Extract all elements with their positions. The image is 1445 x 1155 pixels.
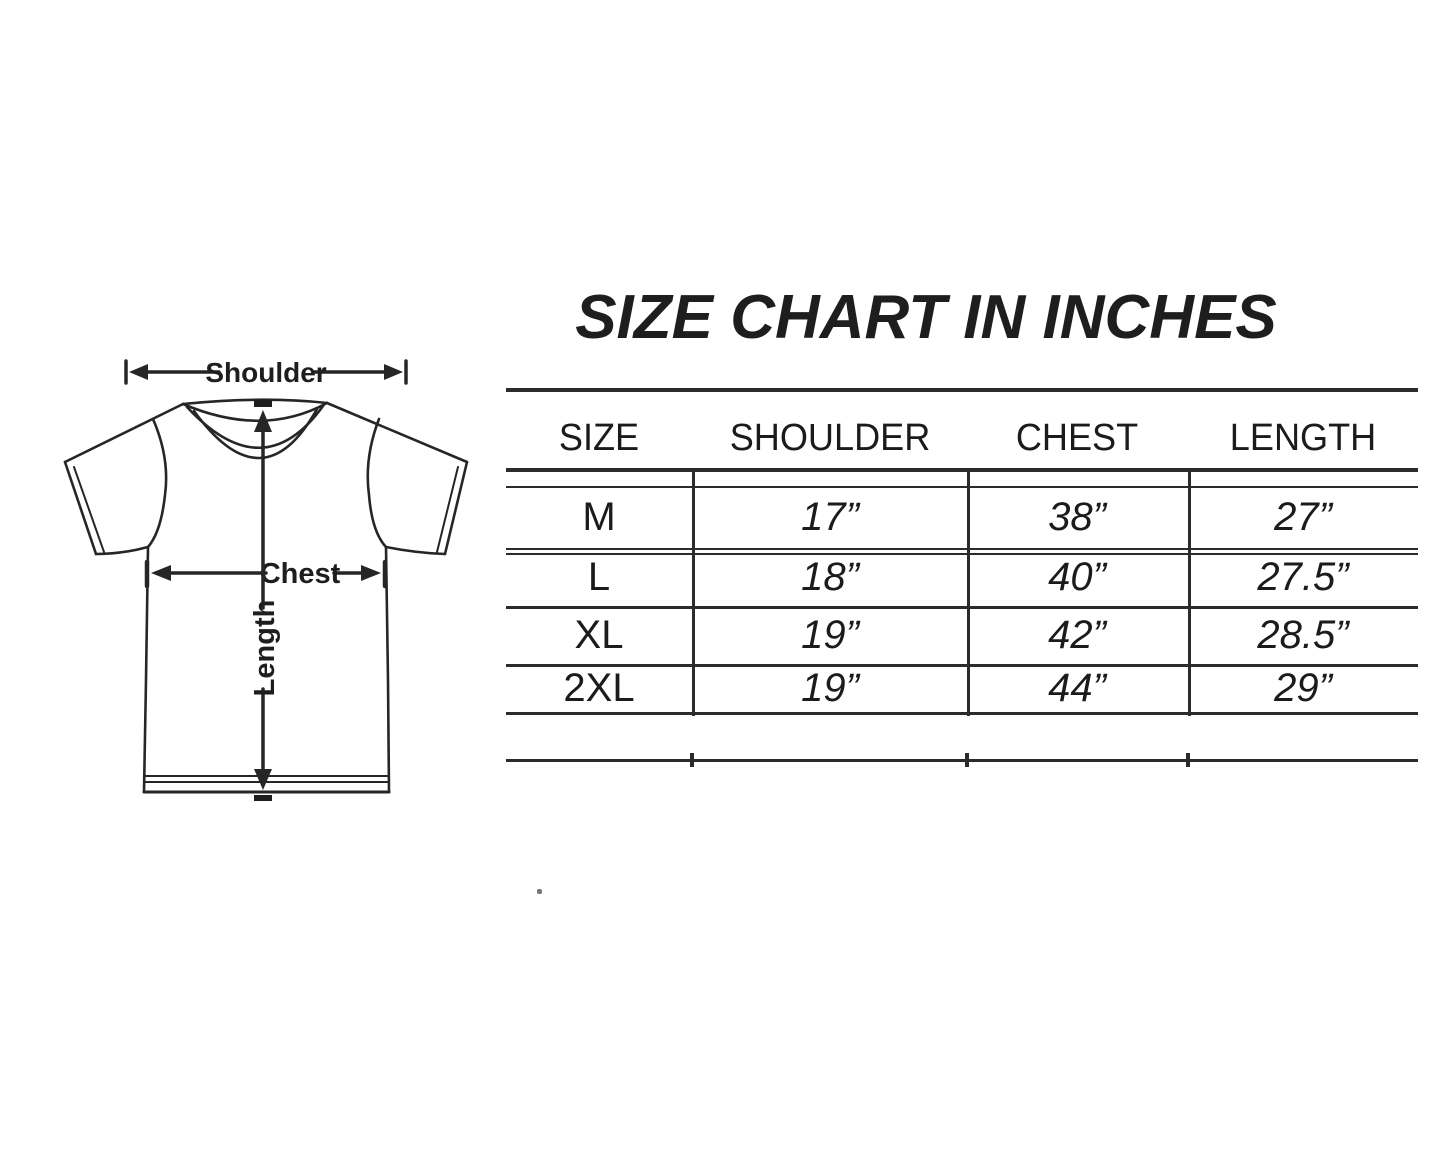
hem-bottom-tick [254, 795, 272, 801]
chest-label: Chest [260, 558, 341, 590]
left-sleeve-bottom-edge [94, 545, 150, 556]
size-cell-l: L [587, 555, 611, 599]
column-divider-2 [967, 468, 970, 716]
size-cell-m: M [582, 495, 616, 539]
right-sleeve-cuff-line [436, 466, 459, 553]
scan-speck [537, 889, 542, 894]
length-value-m: 27” [1274, 495, 1332, 539]
length-value-l: 27.5” [1257, 555, 1349, 599]
chest-value-m: 38” [1048, 495, 1106, 539]
right-shoulder-seam [325, 401, 469, 464]
left-sleeve-outer-edge [63, 460, 98, 556]
shoulder-arrowhead-right [384, 364, 403, 380]
chest-value-xl: 42” [1048, 613, 1106, 657]
size-cell-xl: XL [574, 613, 624, 657]
table-top-border [506, 388, 1418, 392]
row-2xl-underline [506, 712, 1418, 715]
bottom-rule-tick-2 [965, 753, 969, 767]
left-shoulder-seam [63, 402, 185, 464]
left-armhole-seam [146, 417, 168, 549]
size-cell-2xl: 2XL [563, 666, 635, 710]
chest-value-2xl: 44” [1048, 666, 1106, 710]
column-header-size: SIZE [558, 417, 640, 459]
table-bottom-border [506, 759, 1418, 762]
column-divider-3 [1188, 468, 1191, 716]
row-xl-underline [506, 664, 1418, 667]
chest-value-l: 40” [1048, 555, 1106, 599]
shoulder-label: Shoulder [205, 357, 326, 388]
shoulder-arrowhead-left [129, 364, 148, 380]
body-left-side [142, 545, 150, 794]
row-l-underline [506, 606, 1418, 609]
collar-top-edge [181, 398, 329, 406]
collar-arc-inner [192, 407, 319, 460]
shoulder-value-m: 17” [801, 495, 859, 539]
length-arrowhead-top [254, 410, 272, 432]
length-value-2xl: 29” [1274, 666, 1332, 710]
column-header-shoulder: SHOULDER [729, 417, 931, 459]
length-value-xl: 28.5” [1257, 613, 1349, 657]
length-label: Length [249, 600, 281, 697]
column-header-length: LENGTH [1229, 417, 1377, 459]
bottom-rule-tick-3 [1186, 753, 1190, 767]
chest-arrowhead-left [151, 565, 171, 581]
chest-arrowhead-right [361, 565, 381, 581]
chest-arrow [144, 559, 388, 589]
row-m-underline-a [506, 548, 1418, 550]
shoulder-value-xl: 19” [801, 613, 859, 657]
shoulder-arrow [124, 359, 408, 385]
left-sleeve-cuff-line [73, 466, 105, 553]
column-header-chest: CHEST [1015, 417, 1139, 459]
right-armhole-seam [366, 417, 388, 549]
right-sleeve-outer-edge [443, 460, 469, 556]
length-arrowhead-bottom [254, 769, 272, 790]
right-sleeve-bottom-edge [384, 545, 447, 556]
shoulder-value-l: 18” [801, 555, 859, 599]
length-arrow [254, 410, 272, 790]
row-m-underline-b [506, 553, 1418, 555]
body-right-side [384, 545, 391, 794]
column-divider-1 [692, 468, 695, 716]
tshirt-outline [63, 398, 469, 801]
bottom-rule-tick-1 [690, 753, 694, 767]
shoulder-value-2xl: 19” [801, 666, 859, 710]
header-underline [506, 468, 1418, 472]
spacer-row-line [506, 486, 1418, 488]
collar-top-tick [254, 400, 272, 407]
page-title: SIZE CHART IN INCHES [575, 283, 1277, 352]
